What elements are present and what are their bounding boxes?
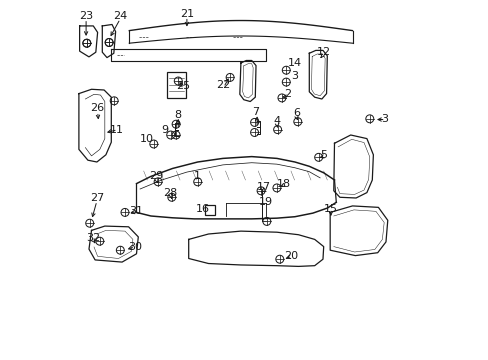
Text: 2: 2	[284, 89, 291, 99]
Text: 22: 22	[215, 80, 229, 90]
Text: 24: 24	[113, 11, 127, 21]
Text: 7: 7	[251, 107, 258, 117]
Text: 14: 14	[287, 58, 302, 68]
Text: 26: 26	[90, 103, 104, 113]
Text: 6: 6	[293, 108, 300, 118]
Text: 30: 30	[127, 242, 142, 252]
Bar	[167, 72, 185, 98]
Text: 3: 3	[291, 71, 298, 81]
Text: 3: 3	[381, 114, 387, 124]
Text: 25: 25	[176, 81, 190, 91]
Text: 17: 17	[257, 182, 271, 192]
Text: 4: 4	[273, 116, 280, 126]
Text: 32: 32	[86, 233, 100, 243]
Bar	[204, 205, 215, 215]
Text: 19: 19	[259, 197, 273, 207]
Text: 21: 21	[180, 9, 194, 19]
Text: 28: 28	[163, 188, 178, 198]
Text: 15: 15	[323, 204, 337, 214]
Text: 16: 16	[196, 204, 210, 214]
Text: 23: 23	[79, 11, 93, 21]
Text: 29: 29	[149, 171, 163, 181]
Text: 1: 1	[194, 171, 201, 181]
Text: 8: 8	[174, 110, 181, 120]
Text: 11: 11	[109, 125, 123, 135]
Text: 12: 12	[316, 47, 330, 57]
Text: 31: 31	[129, 206, 143, 216]
Text: 20: 20	[284, 251, 298, 261]
Text: 27: 27	[90, 193, 104, 203]
Text: 10: 10	[140, 134, 154, 144]
Text: 9: 9	[162, 125, 168, 135]
Text: 18: 18	[277, 179, 290, 189]
Text: 5: 5	[320, 150, 326, 160]
